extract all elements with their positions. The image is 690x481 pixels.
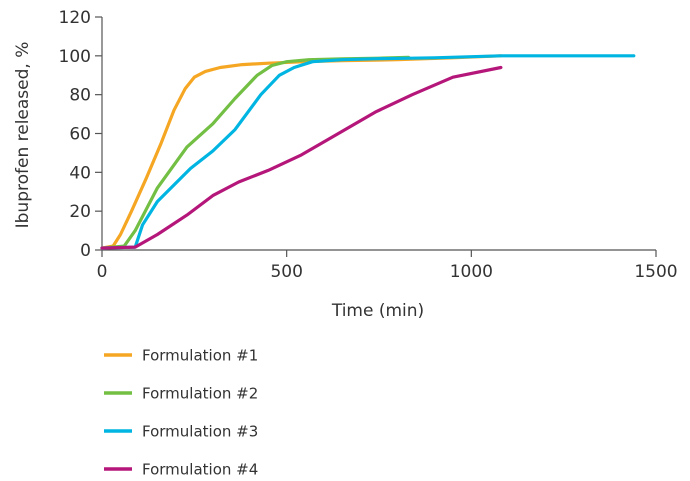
legend-label: Formulation #3 [142, 423, 258, 441]
x-tick-label: 0 [97, 262, 108, 282]
legend-item: Formulation #2 [104, 385, 258, 403]
y-tick-label: 40 [69, 163, 91, 183]
x-tick-label: 1500 [634, 262, 677, 282]
legend-item: Formulation #3 [104, 423, 258, 441]
axes: 0 20 40 60 80 100 120 0 500 1000 1500 [59, 8, 678, 282]
series-line-formulation-3 [100, 54, 636, 250]
series-line-formulation-2 [100, 55, 411, 250]
x-axis-title: Time (min) [331, 301, 424, 321]
x-tick-label: 1000 [450, 262, 493, 282]
series-line-formulation-1 [100, 54, 503, 250]
legend-label: Formulation #2 [142, 385, 258, 403]
x-tick-label: 500 [270, 262, 302, 282]
y-tick-label: 0 [80, 241, 91, 261]
legend-item: Formulation #1 [104, 347, 258, 365]
series-line-formulation-4 [100, 65, 503, 250]
legend-label: Formulation #4 [142, 461, 258, 479]
y-tick-label: 80 [69, 86, 91, 106]
y-tick-label: 60 [69, 125, 91, 145]
y-tick-label: 20 [69, 202, 91, 222]
y-tick-label: 100 [59, 47, 91, 67]
y-axis-title: Ibuprofen released, % [13, 42, 33, 229]
legend-item: Formulation #4 [104, 461, 258, 479]
legend: Formulation #1 Formulation #2 Formulation … [104, 347, 258, 479]
legend-label: Formulation #1 [142, 347, 258, 365]
series-lines [100, 54, 636, 250]
y-tick-label: 120 [59, 8, 91, 28]
